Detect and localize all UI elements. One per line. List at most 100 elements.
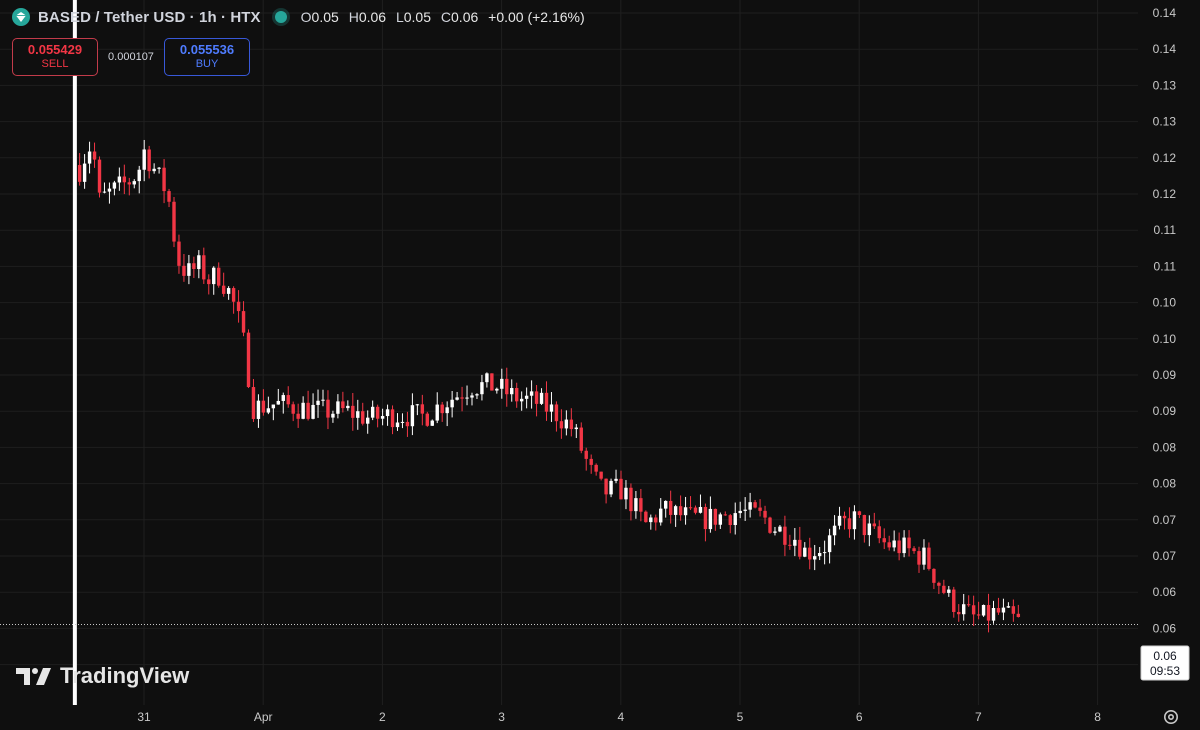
tradingview-icon xyxy=(16,668,51,685)
candle-body xyxy=(435,404,439,421)
candle-body xyxy=(207,279,211,285)
buy-label: BUY xyxy=(195,58,219,71)
candle-body xyxy=(475,394,479,396)
candle-body xyxy=(1006,606,1011,608)
ohlc-open-key: O xyxy=(300,9,312,25)
tradingview-logo[interactable]: TradingView xyxy=(16,663,189,689)
candle-body xyxy=(614,478,618,481)
candle-body xyxy=(351,405,355,418)
candle-body xyxy=(718,514,723,525)
y-tick-label: 0.08 xyxy=(1153,440,1177,454)
price-axis[interactable]: 0.14 0.14 0.13 0.13 0.12 0.12 0.11 0.11 0.10 0.10… xyxy=(1153,6,1177,672)
candle-body xyxy=(261,400,266,413)
candle-body xyxy=(92,151,97,160)
candle-body xyxy=(216,267,221,286)
candle-body xyxy=(827,535,832,553)
ohlc-open-value: 0.05 xyxy=(311,9,339,25)
candle-body xyxy=(932,568,936,583)
candle-body xyxy=(72,0,77,705)
candle-body xyxy=(326,399,330,418)
candle-body xyxy=(450,399,454,408)
candle-body xyxy=(1011,606,1016,614)
candle-body xyxy=(470,395,474,398)
ohlc-change: +0.00 (+2.16%) xyxy=(488,9,585,25)
candle-body xyxy=(852,511,857,530)
candle-body xyxy=(961,604,966,615)
y-tick-label: 0.13 xyxy=(1153,115,1177,129)
candle-body xyxy=(922,547,926,565)
candle-body xyxy=(892,540,896,548)
y-tick-label: 0.12 xyxy=(1153,151,1177,165)
y-tick-label: 0.12 xyxy=(1153,187,1177,201)
candle-body xyxy=(663,500,668,509)
candle-body xyxy=(678,506,683,516)
candle-body xyxy=(703,506,708,530)
candle-body xyxy=(897,540,901,554)
candle-body xyxy=(167,191,171,202)
candle-body xyxy=(147,149,151,172)
y-tick-label: 0.14 xyxy=(1153,42,1177,56)
candle-body xyxy=(177,241,181,266)
settings-gear-icon[interactable] xyxy=(1162,708,1180,726)
trade-panel: 0.055429 SELL 0.000107 0.055536 BUY xyxy=(12,38,250,76)
candle-body xyxy=(996,607,1001,613)
candle-body xyxy=(733,513,737,526)
candle-body xyxy=(251,387,256,419)
candle-body xyxy=(673,506,678,515)
candle-body xyxy=(683,507,688,516)
candle-body xyxy=(495,388,499,391)
price-label-value: 0.06 xyxy=(1153,649,1177,663)
candle-body xyxy=(589,458,593,465)
sell-price: 0.055429 xyxy=(27,42,83,58)
candle-body xyxy=(788,544,792,546)
candle-body xyxy=(743,509,747,511)
time-axis[interactable]: 31 Apr 2 3 4 5 6 7 8 xyxy=(137,710,1101,724)
x-tick-label: Apr xyxy=(254,710,273,724)
candle-body xyxy=(137,169,141,182)
candle-body xyxy=(390,409,395,428)
candle-body xyxy=(127,182,131,185)
candle-body xyxy=(236,301,241,312)
sell-button[interactable]: 0.055429 SELL xyxy=(12,38,98,76)
candle-body xyxy=(822,552,827,554)
candle-body xyxy=(887,542,891,548)
candle-body xyxy=(425,413,429,426)
candle-body xyxy=(927,547,931,569)
candle-body xyxy=(122,176,127,183)
candle-body xyxy=(559,421,564,429)
candle-body xyxy=(142,149,146,170)
candle-body xyxy=(534,391,539,404)
ohlc-close-value: 0.06 xyxy=(451,9,479,25)
candle-body xyxy=(465,397,469,399)
candle-body xyxy=(510,388,514,395)
candle-body xyxy=(400,421,405,423)
candle-body xyxy=(1016,613,1021,617)
candle-body xyxy=(554,404,559,422)
buy-price: 0.055536 xyxy=(179,42,235,58)
price-label-countdown: 09:53 xyxy=(1150,664,1180,678)
candle-body xyxy=(480,382,484,395)
candle-body xyxy=(112,182,117,189)
candle-body xyxy=(688,507,693,509)
candle-body xyxy=(659,508,663,523)
sell-label: SELL xyxy=(41,58,69,71)
candle-body xyxy=(202,255,206,280)
candle-body xyxy=(356,411,360,418)
candle-body xyxy=(306,402,310,419)
candle-body xyxy=(316,400,320,405)
candle-body xyxy=(197,255,201,270)
market-status-dot[interactable] xyxy=(274,11,287,23)
candle-body xyxy=(77,165,82,182)
candle-body xyxy=(986,605,991,621)
candle-body xyxy=(569,419,574,430)
symbol-title[interactable]: BASED / Tether USD · 1h · HTX xyxy=(38,8,261,26)
candle-body xyxy=(574,427,578,430)
candle-body xyxy=(698,506,703,513)
candle-body xyxy=(693,507,698,513)
candle-body xyxy=(723,514,727,516)
candle-body xyxy=(500,378,504,389)
x-tick-label: 2 xyxy=(379,710,386,724)
buy-button[interactable]: 0.055536 BUY xyxy=(164,38,250,76)
y-tick-label: 0.09 xyxy=(1153,368,1177,382)
